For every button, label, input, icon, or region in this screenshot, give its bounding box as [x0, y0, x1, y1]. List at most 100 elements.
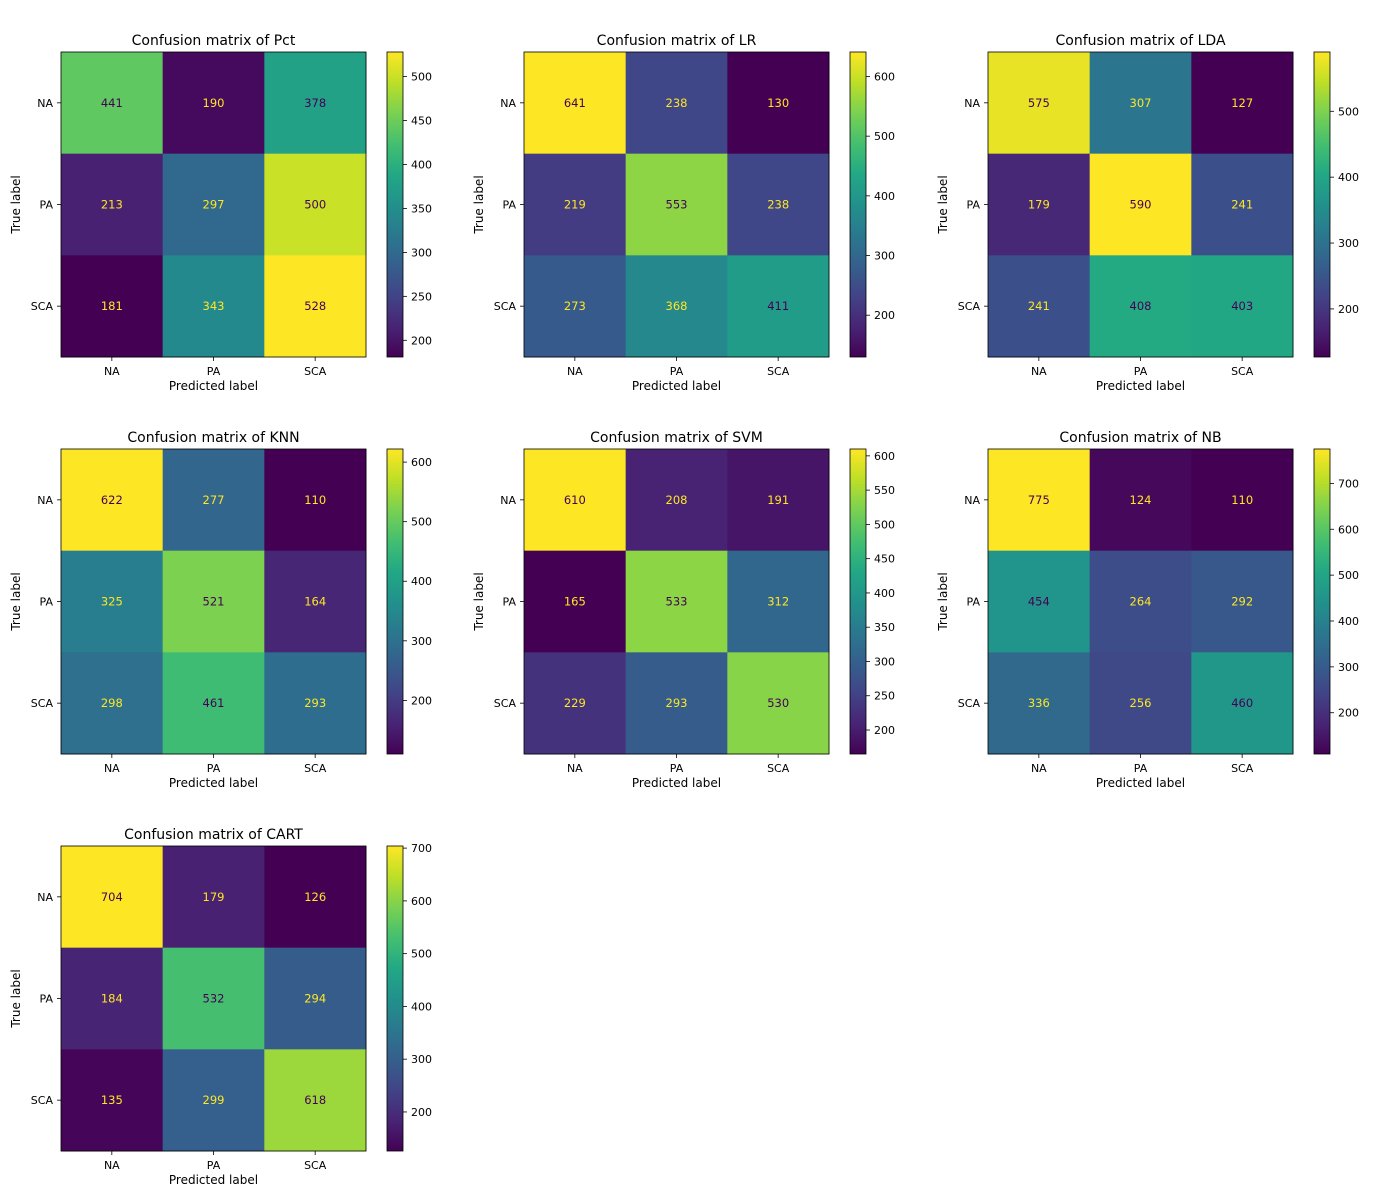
x-tick-label: PA: [1134, 365, 1148, 378]
chart-title: Confusion matrix of Pct: [132, 33, 296, 49]
confusion-matrix-svm: Confusion matrix of SVM 610 208 191 165 533 31…: [472, 430, 895, 790]
cell-value-label: 618: [304, 1093, 326, 1107]
heatmap-cell: [61, 153, 164, 256]
colorbar-tick-label: 450: [411, 115, 432, 128]
x-axis-label: Predicted label: [632, 776, 721, 790]
heatmap-cell: [988, 255, 1091, 358]
colorbar-tick-label: 600: [411, 895, 432, 908]
heatmap-cell: [264, 550, 367, 653]
x-tick-label: NA: [1031, 762, 1047, 775]
cell-value-label: 343: [203, 299, 225, 313]
colorbar-tick-label: 400: [1338, 171, 1359, 184]
colorbar-tick-label: 500: [411, 71, 432, 84]
heatmap-cell: [524, 652, 627, 755]
y-tick-label: NA: [500, 494, 516, 507]
x-axis-label: Predicted label: [169, 1173, 258, 1187]
cell-value-label: 165: [564, 595, 586, 609]
colorbar: [849, 448, 867, 755]
y-axis-label: True label: [936, 572, 950, 631]
heatmap-cell: [988, 449, 1091, 552]
cell-value-label: 219: [564, 198, 586, 212]
colorbar-tick-label: 200: [1338, 303, 1359, 316]
x-tick-label: SCA: [304, 1159, 327, 1172]
chart-title: Confusion matrix of SVM: [590, 430, 763, 446]
y-tick-label: NA: [37, 891, 53, 904]
heatmap-cell: [61, 550, 164, 653]
heatmap-cell: [264, 52, 367, 155]
heatmap-cell: [1089, 255, 1192, 358]
heatmap-cell: [727, 550, 830, 653]
x-axis-label: Predicted label: [1096, 379, 1185, 393]
heatmap-cell: [727, 449, 830, 552]
heatmap-cell: [1089, 449, 1192, 552]
cell-value-label: 264: [1130, 595, 1152, 609]
colorbar: [386, 845, 404, 1152]
cell-value-label: 229: [564, 696, 586, 710]
cell-value-label: 238: [666, 96, 688, 110]
heatmap-cell: [162, 846, 265, 949]
chart-title: Confusion matrix of KNN: [127, 430, 299, 446]
confusion-matrix-knn: Confusion matrix of KNN 622 277 110 325 521 16…: [9, 430, 432, 790]
x-tick-label: SCA: [1231, 762, 1254, 775]
cell-value-label: 190: [203, 96, 225, 110]
heatmap-cell: [61, 255, 164, 358]
x-tick-label: NA: [1031, 365, 1047, 378]
colorbar-tick-label: 300: [874, 250, 895, 263]
heatmap-cell: [524, 255, 627, 358]
colorbar-tick-label: 700: [1338, 477, 1359, 490]
heatmap-cell: [264, 153, 367, 256]
x-axis-label: Predicted label: [632, 379, 721, 393]
heatmap-cell: [1191, 255, 1294, 358]
colorbar-tick-label: 250: [411, 290, 432, 303]
x-tick-label: PA: [1134, 762, 1148, 775]
y-tick-label: NA: [964, 97, 980, 110]
colorbar: [386, 51, 404, 358]
heatmap-cell: [61, 1049, 164, 1152]
cell-value-label: 179: [1028, 198, 1050, 212]
colorbar-tick-label: 200: [411, 694, 432, 707]
heatmap-cell: [988, 652, 1091, 755]
colorbar-tick-label: 200: [874, 724, 895, 737]
cell-value-label: 533: [666, 595, 688, 609]
cell-value-label: 775: [1028, 493, 1050, 507]
x-tick-label: SCA: [767, 762, 790, 775]
y-tick-label: PA: [967, 199, 981, 212]
colorbar-tick-label: 500: [411, 948, 432, 961]
heatmap-cell: [1089, 550, 1192, 653]
cell-value-label: 181: [101, 299, 123, 313]
cell-value-label: 126: [304, 890, 326, 904]
y-tick-label: NA: [500, 97, 516, 110]
heatmap-cell: [524, 153, 627, 256]
x-axis-label: Predicted label: [1096, 776, 1185, 790]
heatmap-cell: [727, 255, 830, 358]
x-tick-label: PA: [207, 365, 221, 378]
colorbar: [386, 448, 404, 755]
colorbar-tick-label: 600: [874, 450, 895, 463]
cell-value-label: 461: [203, 696, 225, 710]
colorbar-tick-label: 500: [1338, 569, 1359, 582]
heatmap-cell: [988, 550, 1091, 653]
y-axis-label: True label: [9, 969, 23, 1028]
colorbar: [849, 51, 867, 358]
heatmap-cell: [524, 449, 627, 552]
cell-value-label: 164: [304, 595, 326, 609]
colorbar-tick-label: 350: [411, 202, 432, 215]
x-tick-label: SCA: [1231, 365, 1254, 378]
heatmap-cell: [162, 153, 265, 256]
chart-title: Confusion matrix of LDA: [1055, 33, 1225, 49]
x-tick-label: PA: [207, 762, 221, 775]
colorbar-tick-label: 600: [411, 456, 432, 469]
cell-value-label: 378: [304, 96, 326, 110]
y-axis-label: True label: [472, 572, 486, 631]
colorbar-tick-label: 400: [411, 575, 432, 588]
y-tick-label: PA: [503, 596, 517, 609]
heatmap-cell: [727, 52, 830, 155]
heatmap-cell: [625, 255, 728, 358]
cell-value-label: 553: [666, 198, 688, 212]
chart-title: Confusion matrix of NB: [1059, 430, 1221, 446]
heatmap-cell: [524, 550, 627, 653]
cell-value-label: 307: [1130, 96, 1152, 110]
colorbar: [1313, 51, 1331, 358]
heatmap-cell: [264, 449, 367, 552]
